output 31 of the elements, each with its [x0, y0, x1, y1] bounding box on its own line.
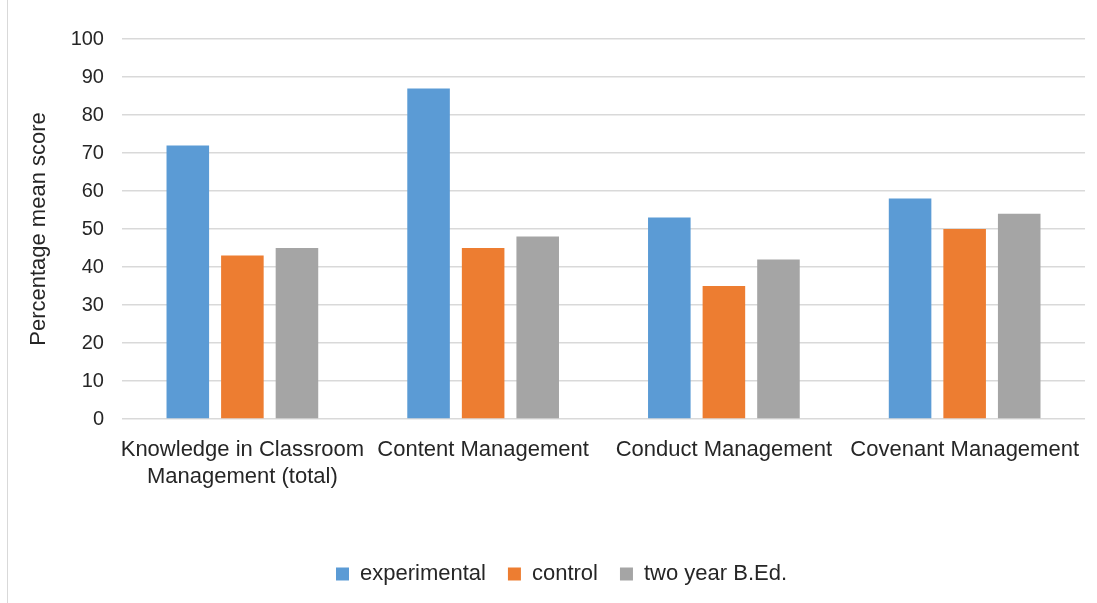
- bar: [166, 145, 210, 419]
- legend-label: two year B.Ed.: [643, 560, 788, 586]
- bar: [757, 259, 800, 419]
- bar: [702, 286, 746, 419]
- y-axis-title: Percentage mean score: [25, 112, 51, 346]
- x-tick-label: Conduct Management: [615, 436, 833, 462]
- y-tick-label: 50: [81, 216, 104, 239]
- x-tick-label: Knowledge in Classroom Management (total): [120, 436, 365, 488]
- legend-label: control: [531, 560, 598, 586]
- y-tick-label: 70: [81, 140, 104, 163]
- y-tick-label: 80: [81, 102, 104, 125]
- bar: [275, 248, 319, 419]
- bar: [516, 236, 559, 419]
- y-tick-label: 90: [81, 64, 104, 87]
- bar: [997, 213, 1041, 419]
- x-tick-label: Covenant Management: [850, 436, 1079, 462]
- bar: [221, 255, 264, 419]
- y-tick-label: 20: [81, 330, 104, 353]
- y-tick-label: 60: [81, 178, 104, 201]
- y-tick-label: 100: [70, 26, 104, 49]
- bar: [461, 248, 505, 419]
- bar: [943, 229, 986, 419]
- bar: [648, 217, 691, 419]
- y-tick-label: 0: [92, 406, 104, 429]
- legend-label: experimental: [359, 560, 486, 586]
- bar: [888, 198, 932, 419]
- bar: [407, 88, 450, 419]
- y-tick-label: 30: [81, 292, 104, 315]
- y-tick-label: 40: [81, 254, 104, 277]
- x-tick-label: Content Management: [377, 436, 589, 462]
- y-tick-label: 10: [81, 368, 104, 391]
